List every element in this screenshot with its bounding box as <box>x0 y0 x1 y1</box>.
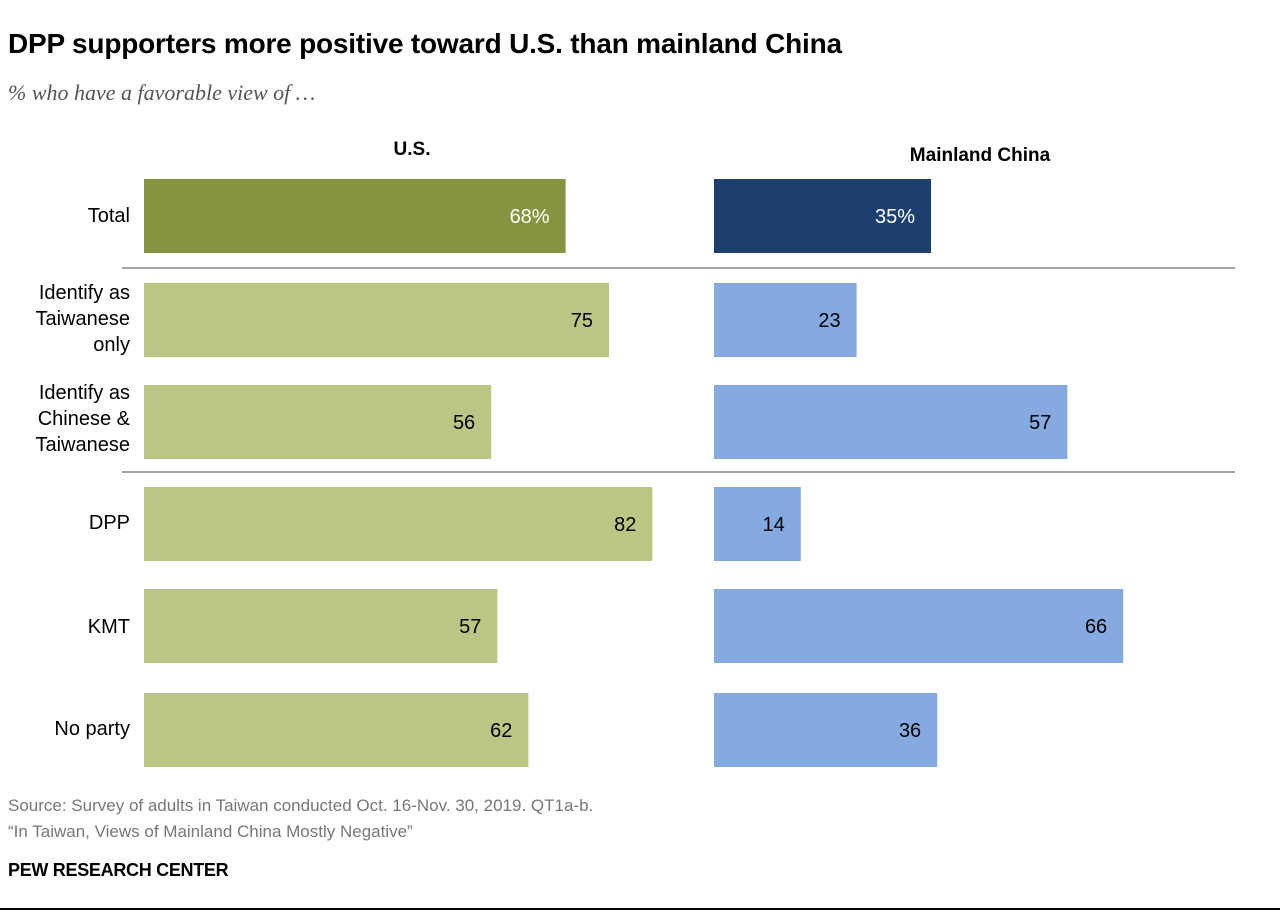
bar-us <box>144 487 653 561</box>
bar-us <box>144 385 492 459</box>
chart-title: DPP supporters more positive toward U.S.… <box>8 28 842 59</box>
bar-china <box>714 179 931 253</box>
bar-china <box>714 693 938 767</box>
value-label-us: 57 <box>459 616 481 638</box>
value-label-china: 23 <box>818 310 840 332</box>
bar-china <box>714 283 857 357</box>
bar-china <box>714 589 1124 663</box>
value-label-china: 36 <box>899 720 921 742</box>
value-label-china: 14 <box>763 514 785 536</box>
org-name: PEW RESEARCH CENTER <box>8 860 229 880</box>
chart-svg: U.S. Mainland China Total Identify as Taiwan… <box>35 139 1235 767</box>
category-label: Identify as <box>39 282 130 304</box>
value-label-us: 68% <box>510 206 550 228</box>
bar-china <box>714 487 801 561</box>
category-label: Taiwanese <box>35 308 130 330</box>
category-label: No party <box>54 718 130 740</box>
source-report: “In Taiwan, Views of Mainland China Most… <box>8 822 413 841</box>
category-label: Chinese & <box>38 408 131 430</box>
value-label-us: 62 <box>490 720 512 742</box>
category-label: Total <box>88 205 130 227</box>
bar-us <box>144 693 529 767</box>
bar-us <box>144 179 566 253</box>
bottom-rule <box>0 908 1280 910</box>
value-label-china: 66 <box>1085 616 1107 638</box>
bar-us <box>144 589 498 663</box>
value-label-us: 82 <box>614 514 636 536</box>
category-label: DPP <box>89 512 130 534</box>
bar-us <box>144 283 609 357</box>
panel-header-us: U.S. <box>394 139 431 160</box>
value-label-china: 35% <box>875 206 915 228</box>
category-label: KMT <box>88 616 130 638</box>
value-label-us: 75 <box>571 310 593 332</box>
source-note: Source: Survey of adults in Taiwan condu… <box>8 793 593 845</box>
value-label-us: 56 <box>453 412 475 434</box>
panel-header-mainland-china: Mainland China <box>910 145 1051 166</box>
category-label: only <box>93 334 130 356</box>
category-label: Identify as <box>39 382 130 404</box>
category-label: Taiwanese <box>35 434 130 456</box>
bar-china <box>714 385 1068 459</box>
value-label-china: 57 <box>1029 412 1051 434</box>
source-line: Source: Survey of adults in Taiwan condu… <box>8 796 594 815</box>
chart-subtitle: % who have a favorable view of … <box>8 80 316 105</box>
